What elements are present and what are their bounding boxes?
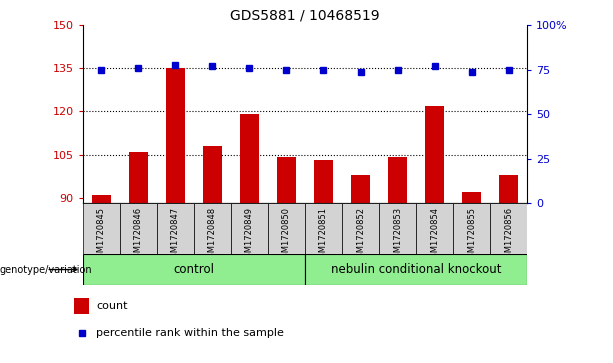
Bar: [268, 203, 305, 254]
Text: GSM1720847: GSM1720847: [171, 207, 180, 264]
Bar: [500, 175, 518, 203]
Bar: [305, 254, 527, 285]
Text: nebulin conditional knockout: nebulin conditional knockout: [331, 263, 501, 276]
Title: GDS5881 / 10468519: GDS5881 / 10468519: [230, 9, 380, 23]
Bar: [129, 152, 148, 203]
Bar: [74, 298, 89, 314]
Text: GSM1720854: GSM1720854: [430, 207, 439, 263]
Text: GSM1720848: GSM1720848: [208, 207, 217, 264]
Bar: [92, 195, 110, 203]
Bar: [203, 146, 222, 203]
Bar: [83, 254, 305, 285]
Bar: [379, 203, 416, 254]
Text: GSM1720849: GSM1720849: [245, 207, 254, 263]
Text: GSM1720846: GSM1720846: [134, 207, 143, 264]
Text: GSM1720851: GSM1720851: [319, 207, 328, 263]
Bar: [425, 106, 444, 203]
Text: GSM1720856: GSM1720856: [504, 207, 513, 264]
Text: count: count: [96, 301, 128, 311]
Bar: [157, 203, 194, 254]
Text: GSM1720853: GSM1720853: [393, 207, 402, 264]
Bar: [83, 203, 120, 254]
Text: percentile rank within the sample: percentile rank within the sample: [96, 328, 284, 338]
Bar: [388, 158, 407, 203]
Bar: [277, 158, 295, 203]
Text: genotype/variation: genotype/variation: [0, 265, 93, 274]
Text: control: control: [173, 263, 215, 276]
Text: GSM1720850: GSM1720850: [282, 207, 291, 263]
Bar: [351, 175, 370, 203]
Text: GSM1720852: GSM1720852: [356, 207, 365, 263]
Bar: [194, 203, 231, 254]
Text: GSM1720845: GSM1720845: [97, 207, 106, 263]
Bar: [342, 203, 379, 254]
Bar: [416, 203, 453, 254]
Bar: [166, 69, 185, 203]
Text: GSM1720855: GSM1720855: [467, 207, 476, 263]
Bar: [314, 160, 333, 203]
Bar: [231, 203, 268, 254]
Bar: [120, 203, 157, 254]
Bar: [240, 114, 259, 203]
Bar: [453, 203, 490, 254]
Bar: [490, 203, 527, 254]
Bar: [462, 192, 481, 203]
Bar: [305, 203, 342, 254]
